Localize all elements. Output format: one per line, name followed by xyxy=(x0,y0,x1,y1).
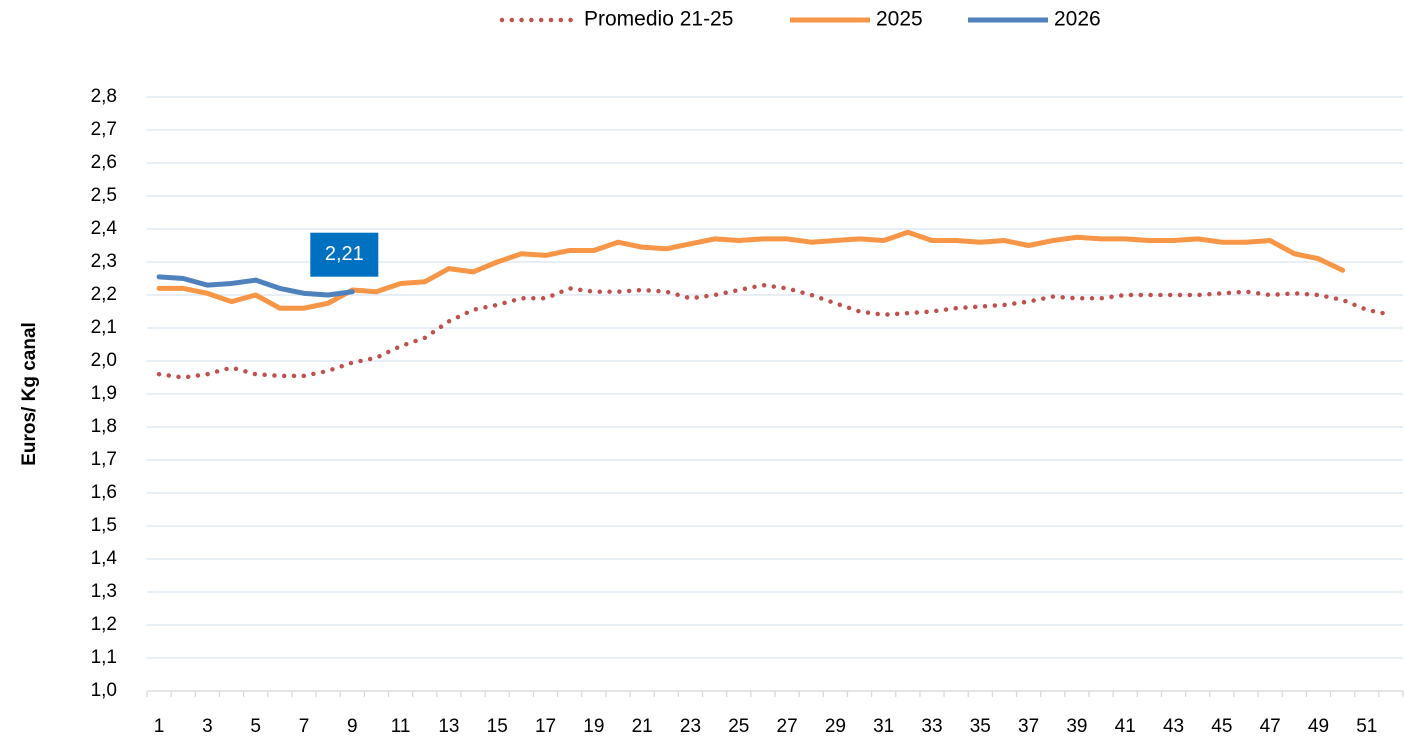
y-tick-label: 2,6 xyxy=(91,152,117,173)
y-tick-label: 2,3 xyxy=(91,251,117,272)
y-tick-label: 2,2 xyxy=(91,284,117,305)
x-tick-label: 31 xyxy=(873,716,894,737)
x-tick-label: 11 xyxy=(391,716,411,737)
x-tick-label: 35 xyxy=(970,716,991,737)
legend-label: 2026 xyxy=(1054,8,1101,31)
y-tick-label: 1,9 xyxy=(91,383,117,404)
y-tick-label: 2,0 xyxy=(91,350,117,371)
y-tick-label: 1,3 xyxy=(91,581,117,602)
y-tick-label: 1,6 xyxy=(91,482,117,503)
x-tick-label: 37 xyxy=(1018,716,1039,737)
y-tick-label: 2,4 xyxy=(91,218,118,239)
x-tick-label: 5 xyxy=(250,716,261,737)
x-tick-label: 39 xyxy=(1066,716,1087,737)
data-label-box xyxy=(310,232,379,277)
x-tick-label: 33 xyxy=(921,716,942,737)
y-tick-label: 2,8 xyxy=(91,86,117,107)
x-tick-label: 9 xyxy=(347,716,358,737)
x-tick-label: 13 xyxy=(438,716,459,737)
x-tick-label: 51 xyxy=(1356,716,1377,737)
line-series xyxy=(156,274,355,298)
x-tick-label: 15 xyxy=(487,716,508,737)
x-tick-label: 3 xyxy=(202,716,213,737)
legend-label: 2025 xyxy=(876,8,923,31)
x-tick-label: 47 xyxy=(1260,716,1281,737)
data-label: 2,21 xyxy=(325,243,364,265)
x-tick-label: 21 xyxy=(632,716,653,737)
x-tick-label: 29 xyxy=(825,716,846,737)
x-tick-label: 17 xyxy=(535,716,556,737)
x-tick-label: 45 xyxy=(1211,716,1232,737)
y-tick-label: 1,8 xyxy=(91,416,117,437)
y-tick-label: 1,4 xyxy=(91,548,118,569)
y-tick-label: 2,7 xyxy=(91,119,117,140)
x-tick-label: 7 xyxy=(299,716,310,737)
legend-label: Promedio 21-25 xyxy=(584,8,733,31)
line-series xyxy=(156,229,1346,311)
y-tick-label: 1,1 xyxy=(91,647,117,668)
line-series xyxy=(156,282,1394,380)
x-tick-label: 23 xyxy=(680,716,701,737)
y-tick-label: 2,5 xyxy=(91,185,117,206)
y-tick-label: 1,2 xyxy=(91,614,117,635)
x-tick-label: 19 xyxy=(583,716,604,737)
y-tick-label: 2,1 xyxy=(91,317,117,338)
x-tick-label: 27 xyxy=(777,716,798,737)
x-tick-label: 43 xyxy=(1163,716,1184,737)
y-tick-label: 1,0 xyxy=(91,680,117,701)
y-axis-label: Euros/ Kg canal xyxy=(19,322,40,466)
x-tick-label: 1 xyxy=(154,716,165,737)
x-tick-label: 49 xyxy=(1308,716,1329,737)
x-tick-label: 41 xyxy=(1115,716,1136,737)
y-tick-label: 1,5 xyxy=(91,515,117,536)
x-tick-label: 25 xyxy=(728,716,749,737)
y-tick-label: 1,7 xyxy=(91,449,117,470)
